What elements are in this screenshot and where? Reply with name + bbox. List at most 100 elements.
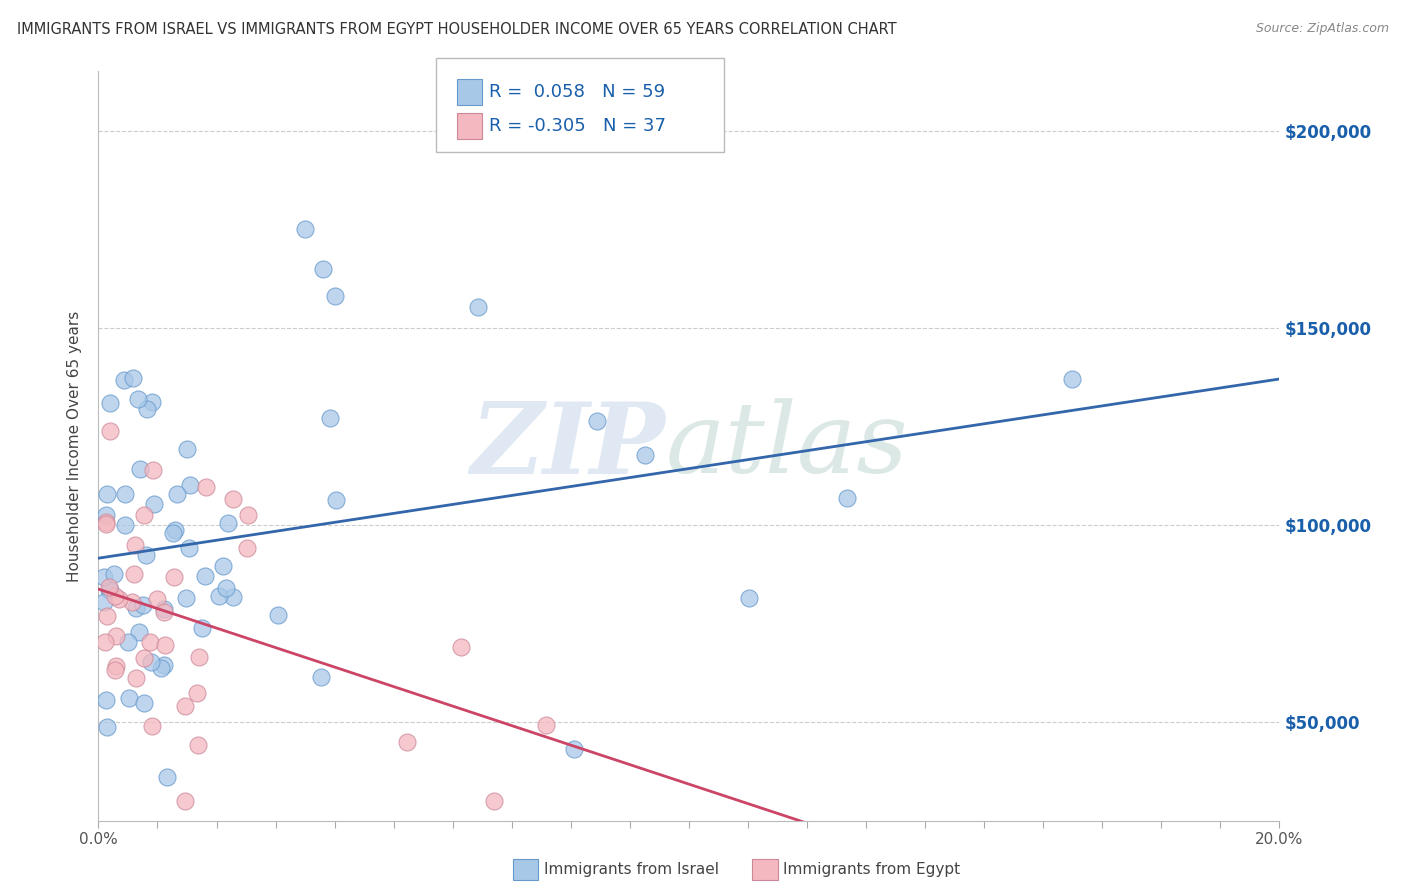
Point [153, 657, 176, 672]
Text: IMMIGRANTS FROM ISRAEL VS IMMIGRANTS FROM EGYPT HOUSEHOLDER INCOME OVER 65 YEARS: IMMIGRANTS FROM ISRAEL VS IMMIGRANTS FRO… [17, 22, 897, 37]
Point [128, 625, 150, 640]
Text: R =  0.058   N = 59: R = 0.058 N = 59 [489, 83, 665, 101]
Text: R = -0.305   N = 37: R = -0.305 N = 37 [489, 117, 666, 135]
Point [141, 719, 163, 733]
Point [122, 371, 145, 385]
Point [238, 508, 260, 522]
Point [162, 526, 184, 541]
Point [96, 609, 118, 624]
Point [534, 717, 557, 731]
Point [149, 661, 172, 675]
Point [325, 493, 347, 508]
Point [97, 582, 120, 597]
Point [187, 738, 209, 752]
Point [837, 491, 859, 505]
Point [132, 696, 155, 710]
Point [222, 591, 245, 605]
Point [153, 605, 176, 619]
Point [153, 638, 176, 652]
Point [450, 640, 472, 655]
Point [173, 794, 195, 808]
Point [395, 734, 418, 748]
Point [179, 477, 201, 491]
Point [222, 491, 245, 506]
Point [127, 392, 149, 406]
Point [114, 487, 136, 501]
Point [121, 595, 143, 609]
Point [98, 582, 121, 597]
Point [96, 487, 118, 501]
Point [143, 498, 166, 512]
Point [132, 508, 155, 522]
Point [124, 672, 146, 686]
Point [141, 394, 163, 409]
Point [309, 670, 332, 684]
Point [217, 516, 239, 530]
Point [94, 517, 117, 532]
Point [174, 698, 197, 713]
Point [96, 515, 118, 529]
Point [94, 508, 117, 522]
Text: Source: ZipAtlas.com: Source: ZipAtlas.com [1256, 22, 1389, 36]
Point [93, 594, 115, 608]
Point [103, 567, 125, 582]
Point [156, 770, 179, 784]
Point [125, 601, 148, 615]
Point [124, 538, 146, 552]
Point [294, 222, 316, 236]
Point [176, 442, 198, 457]
Point [112, 374, 135, 388]
Point [96, 693, 118, 707]
Text: Immigrants from Israel: Immigrants from Israel [544, 863, 718, 877]
Point [194, 480, 217, 494]
Point [208, 589, 231, 603]
Y-axis label: Householder Income Over 65 years: Householder Income Over 65 years [67, 310, 83, 582]
Point [105, 629, 128, 643]
Point [141, 655, 163, 669]
Point [104, 590, 127, 604]
Text: Immigrants from Egypt: Immigrants from Egypt [783, 863, 960, 877]
Point [131, 598, 153, 612]
Point [562, 742, 585, 756]
Point [128, 461, 150, 475]
Point [105, 658, 128, 673]
Point [323, 289, 346, 303]
Point [98, 580, 121, 594]
Point [103, 663, 125, 677]
Point [166, 487, 188, 501]
Point [318, 411, 340, 425]
Point [94, 635, 117, 649]
Point [114, 517, 136, 532]
Point [633, 448, 655, 462]
Point [135, 548, 157, 562]
Point [163, 523, 186, 537]
Point [312, 261, 335, 276]
Point [194, 569, 217, 583]
Point [586, 414, 609, 428]
Point [236, 541, 259, 555]
Point [98, 424, 121, 438]
Point [142, 462, 165, 476]
Point [153, 601, 176, 615]
Point [212, 558, 235, 573]
Point [186, 686, 208, 700]
Point [117, 635, 139, 649]
Point [177, 541, 200, 556]
Point [146, 591, 169, 606]
Point [98, 395, 121, 409]
Point [136, 401, 159, 416]
Point [187, 649, 209, 664]
Point [124, 567, 146, 582]
Point [132, 651, 155, 665]
Point [163, 570, 186, 584]
Point [738, 591, 761, 605]
Point [93, 570, 115, 584]
Point [96, 721, 118, 735]
Point [174, 591, 197, 605]
Point [118, 690, 141, 705]
Point [482, 794, 505, 808]
Text: atlas: atlas [665, 399, 908, 493]
Point [467, 300, 489, 314]
Point [139, 634, 162, 648]
Point [267, 607, 290, 622]
